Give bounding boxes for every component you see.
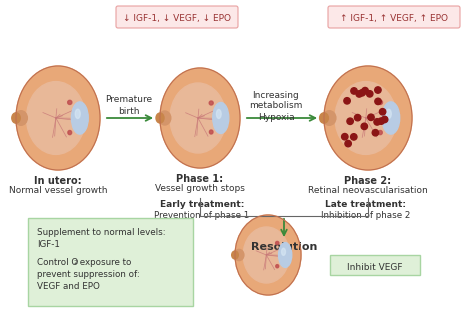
Ellipse shape bbox=[275, 241, 279, 245]
Ellipse shape bbox=[386, 109, 392, 118]
Circle shape bbox=[375, 87, 381, 93]
Ellipse shape bbox=[68, 130, 72, 135]
Circle shape bbox=[366, 91, 373, 97]
Text: 2: 2 bbox=[73, 260, 78, 265]
Ellipse shape bbox=[282, 248, 285, 255]
Text: Vessel growth stops: Vessel growth stops bbox=[155, 184, 245, 193]
Ellipse shape bbox=[243, 227, 290, 283]
Circle shape bbox=[345, 140, 351, 147]
Text: Normal vessel growth: Normal vessel growth bbox=[9, 186, 107, 195]
Ellipse shape bbox=[382, 102, 400, 134]
Ellipse shape bbox=[72, 102, 88, 134]
Text: IGF-1: IGF-1 bbox=[37, 240, 60, 249]
Ellipse shape bbox=[232, 251, 238, 259]
Text: ↓ IGF-1, ↓ VEGF, ↓ EPO: ↓ IGF-1, ↓ VEGF, ↓ EPO bbox=[123, 13, 231, 23]
Text: Phase 2:: Phase 2: bbox=[345, 176, 392, 186]
Ellipse shape bbox=[234, 250, 244, 261]
Circle shape bbox=[344, 98, 350, 104]
Text: Premature: Premature bbox=[105, 95, 153, 104]
FancyBboxPatch shape bbox=[28, 218, 193, 306]
Ellipse shape bbox=[209, 101, 213, 105]
Circle shape bbox=[359, 90, 365, 96]
Ellipse shape bbox=[319, 113, 328, 123]
FancyBboxPatch shape bbox=[116, 6, 238, 28]
Ellipse shape bbox=[159, 111, 171, 125]
Text: Hypoxia: Hypoxia bbox=[258, 113, 294, 122]
Ellipse shape bbox=[217, 110, 221, 118]
FancyBboxPatch shape bbox=[328, 6, 460, 28]
Circle shape bbox=[382, 116, 388, 123]
Text: Phase 1:: Phase 1: bbox=[176, 174, 224, 184]
Ellipse shape bbox=[75, 109, 80, 118]
Ellipse shape bbox=[170, 83, 226, 153]
Text: Inhibition of phase 2: Inhibition of phase 2 bbox=[321, 211, 410, 220]
Text: Control O: Control O bbox=[37, 258, 78, 267]
Ellipse shape bbox=[335, 82, 397, 154]
Text: Supplement to normal levels:: Supplement to normal levels: bbox=[37, 228, 165, 237]
Circle shape bbox=[379, 109, 386, 115]
Text: Inhibit VEGF: Inhibit VEGF bbox=[347, 264, 403, 272]
Text: Retinal neovascularisation: Retinal neovascularisation bbox=[308, 186, 428, 195]
Ellipse shape bbox=[279, 243, 292, 267]
Text: ↑ IGF-1, ↑ VEGF, ↑ EPO: ↑ IGF-1, ↑ VEGF, ↑ EPO bbox=[340, 13, 448, 23]
Text: Increasing: Increasing bbox=[253, 91, 300, 100]
Ellipse shape bbox=[27, 82, 85, 154]
Circle shape bbox=[374, 119, 380, 125]
Ellipse shape bbox=[213, 102, 229, 133]
Circle shape bbox=[368, 114, 374, 120]
Ellipse shape bbox=[16, 66, 100, 170]
Circle shape bbox=[372, 129, 379, 136]
Text: Resolution: Resolution bbox=[251, 242, 317, 252]
Text: Late treatment:: Late treatment: bbox=[326, 200, 407, 209]
Text: In utero:: In utero: bbox=[34, 176, 82, 186]
Ellipse shape bbox=[210, 130, 213, 134]
Ellipse shape bbox=[276, 265, 279, 268]
Ellipse shape bbox=[156, 113, 164, 123]
Circle shape bbox=[351, 88, 357, 94]
Text: birth: birth bbox=[118, 107, 140, 116]
Ellipse shape bbox=[378, 130, 383, 135]
Text: Early treatment:: Early treatment: bbox=[160, 200, 244, 209]
FancyBboxPatch shape bbox=[330, 255, 420, 275]
Circle shape bbox=[356, 91, 363, 97]
Circle shape bbox=[347, 118, 353, 125]
Text: Prevention of phase 1: Prevention of phase 1 bbox=[155, 211, 250, 220]
Circle shape bbox=[355, 114, 361, 121]
Ellipse shape bbox=[324, 66, 412, 170]
Text: exposure to: exposure to bbox=[77, 258, 131, 267]
Circle shape bbox=[342, 133, 348, 140]
Ellipse shape bbox=[68, 100, 72, 105]
Ellipse shape bbox=[378, 100, 383, 105]
Circle shape bbox=[375, 98, 381, 105]
Text: prevent suppression of:: prevent suppression of: bbox=[37, 270, 140, 279]
Ellipse shape bbox=[160, 68, 240, 168]
Circle shape bbox=[351, 134, 357, 140]
Circle shape bbox=[361, 123, 367, 129]
Text: metabolism: metabolism bbox=[249, 101, 303, 110]
Text: VEGF and EPO: VEGF and EPO bbox=[37, 282, 100, 291]
Ellipse shape bbox=[235, 215, 301, 295]
Ellipse shape bbox=[323, 111, 336, 125]
Circle shape bbox=[378, 118, 384, 124]
Ellipse shape bbox=[12, 113, 20, 123]
Circle shape bbox=[362, 87, 368, 94]
Ellipse shape bbox=[15, 111, 27, 125]
